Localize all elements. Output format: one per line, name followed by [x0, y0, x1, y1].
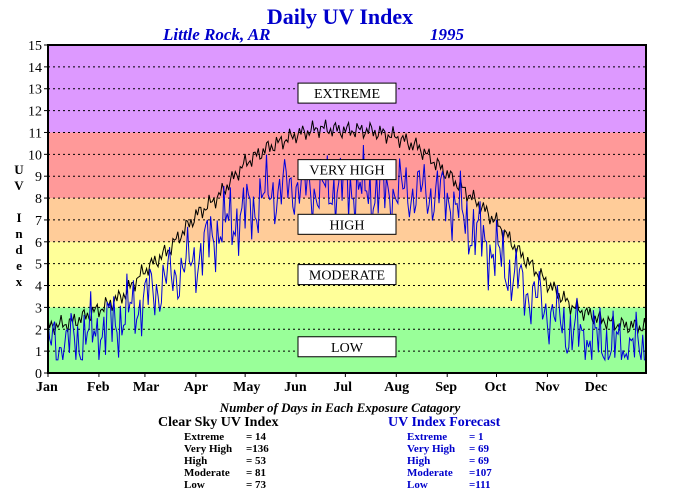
band-label-box: [297, 336, 397, 358]
y-tick-label: 15: [28, 39, 42, 54]
forecast-count-row-value: =107: [469, 467, 492, 479]
band-label-box: [297, 264, 397, 286]
clear-sky-count-row-label: Extreme: [184, 431, 225, 443]
x-tick-label: Nov: [535, 380, 559, 395]
forecast-count-row-label: Moderate: [407, 467, 453, 479]
forecast-count-row-label: Extreme: [407, 431, 448, 443]
y-tick-label: 1: [35, 345, 42, 360]
band-label: MODERATE: [309, 269, 385, 284]
clear-sky-count-row-label: High: [184, 455, 208, 467]
forecast-count-row: Very High = 69: [407, 443, 492, 455]
clear-sky-count-row-label: Low: [184, 479, 205, 491]
forecast-count-row-value: =111: [469, 479, 491, 491]
y-tick-label: 4: [35, 280, 42, 295]
forecast-count-row-label: High: [407, 455, 431, 467]
y-tick-label: 12: [28, 105, 42, 120]
forecast-count-row-label: Low: [407, 479, 428, 491]
clear-sky-count-row-value: = 81: [246, 467, 267, 479]
x-tick-label: Jun: [284, 380, 307, 395]
forecast-count-row: Extreme = 1: [407, 431, 492, 443]
clear-sky-count-row-label: Very High: [184, 443, 233, 455]
x-tick-label: Jul: [333, 380, 352, 395]
y-tick-label: 8: [35, 192, 42, 207]
clear-sky-count-row: High = 53: [184, 455, 269, 467]
clear-sky-counts-title: Clear Sky UV Index: [158, 415, 279, 430]
forecast-count-row: High = 69: [407, 455, 492, 467]
y-tick-label: 0: [35, 367, 42, 382]
forecast-count-row-label: Very High: [407, 443, 456, 455]
series-clear-sky-line: [47, 119, 647, 336]
x-tick-label: Apr: [184, 380, 208, 395]
y-axis-label-char: n: [15, 226, 23, 241]
band-label: VERY HIGH: [309, 164, 384, 179]
y-tick-label: 10: [28, 148, 42, 163]
clear-sky-count-row-value: =136: [246, 443, 269, 455]
year-label: 1995: [430, 25, 464, 44]
x-tick-label: May: [233, 380, 260, 395]
y-tick-label: 13: [28, 83, 42, 98]
y-tick-label: 9: [35, 170, 42, 185]
y-axis-label-char: I: [16, 210, 22, 225]
y-tick-label: 3: [35, 301, 42, 316]
forecast-count-row: Low =111: [407, 479, 492, 491]
y-axis-label-char: V: [14, 178, 24, 193]
clear-sky-count-row-value: = 14: [246, 431, 267, 443]
clear-sky-count-row: Very High =136: [184, 443, 269, 455]
y-tick-label: 2: [35, 323, 42, 338]
x-tick-label: Aug: [384, 380, 409, 395]
band-label: EXTREME: [314, 87, 380, 102]
y-tick-label: 14: [28, 61, 42, 76]
location-label: Little Rock, AR: [163, 25, 271, 44]
clear-sky-count-row-value: = 73: [246, 479, 267, 491]
y-axis-label-char: e: [16, 258, 22, 273]
forecast-count-row-value: = 69: [469, 455, 490, 467]
band-label: LOW: [331, 341, 364, 356]
band-label-box: [297, 159, 397, 181]
x-tick-label: Dec: [585, 380, 608, 395]
y-tick-label: 6: [35, 236, 42, 251]
plot-frame: [47, 44, 647, 374]
x-tick-label: Feb: [87, 380, 110, 395]
clear-sky-count-row-value: = 53: [246, 455, 267, 467]
x-tick-label: Oct: [485, 380, 507, 395]
y-tick-label: 11: [29, 126, 42, 141]
y-tick-label: 5: [35, 258, 42, 273]
y-tick-label: 7: [35, 214, 42, 229]
y-axis-label-char: x: [15, 274, 23, 289]
forecast-count-row-value: = 1: [469, 431, 484, 443]
counts-heading: Number of Days in Each Exposure Catagory: [219, 400, 461, 415]
x-tick-label: Jan: [36, 380, 58, 395]
clear-sky-count-row: Extreme = 14: [184, 431, 269, 443]
x-tick-label: Sep: [435, 380, 457, 395]
forecast-counts-title: UV Index Forecast: [388, 415, 501, 430]
clear-sky-count-row: Moderate = 81: [184, 467, 269, 479]
band-label-box: [297, 82, 397, 104]
forecast-count-row-value: = 69: [469, 443, 490, 455]
clear-sky-count-row-label: Moderate: [184, 467, 230, 479]
chart-title: Daily UV Index: [266, 4, 414, 29]
band-label: HIGH: [330, 218, 365, 233]
y-axis-label-char: U: [14, 162, 24, 177]
forecast-counts: Extreme = 1 Very High = 69 High = 69 Moderate =…: [407, 431, 492, 491]
forecast-count-row: Moderate =107: [407, 467, 492, 479]
y-axis-label-char: d: [15, 242, 23, 257]
x-tick-label: Mar: [133, 380, 159, 395]
clear-sky-count-row: Low = 73: [184, 479, 269, 491]
clear-sky-counts: Extreme = 14 Very High =136 High = 53 Moderate…: [184, 431, 269, 491]
band-label-box: [297, 213, 397, 235]
